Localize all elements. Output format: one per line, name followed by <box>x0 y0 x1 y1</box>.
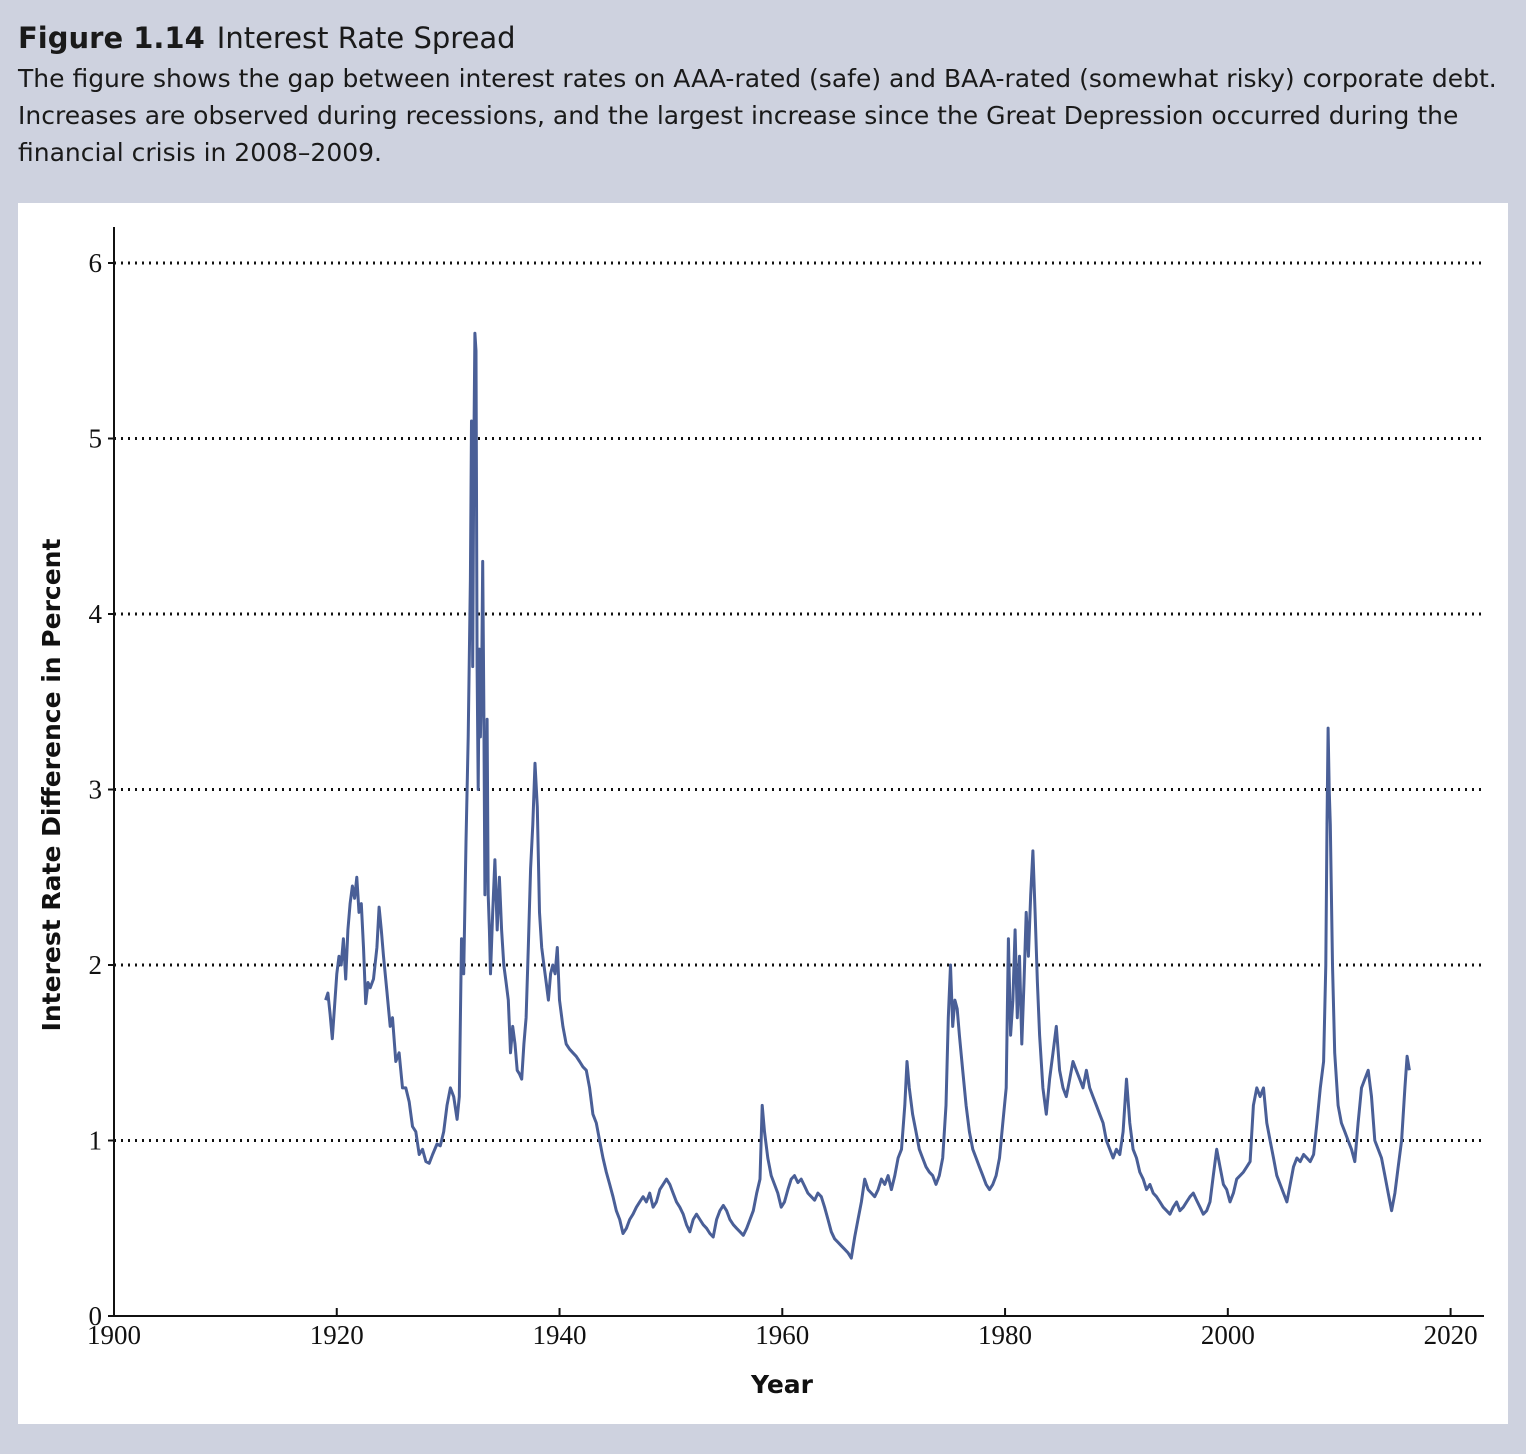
x-ticks: 1900 1920 1940 1960 1980 2000 2020 <box>87 1308 1478 1350</box>
y-tick-label: 2 <box>89 950 103 980</box>
y-tick-label: 1 <box>89 1126 103 1156</box>
figure-caption: The figure shows the gap between interes… <box>18 64 1497 167</box>
x-tick-label: 1920 <box>310 1320 364 1350</box>
y-axis-title: Interest Rate Difference in Percent <box>37 539 66 1032</box>
spread-series-line <box>324 331 1411 1260</box>
x-tick-label: 1960 <box>755 1320 809 1350</box>
x-tick-label: 1940 <box>533 1320 587 1350</box>
y-tick-label: 4 <box>89 599 103 629</box>
y-tick-label: 3 <box>89 775 103 805</box>
figure-title: Interest Rate Spread <box>216 21 516 55</box>
x-tick-label: 2020 <box>1424 1320 1478 1350</box>
x-tick-label: 1980 <box>978 1320 1032 1350</box>
x-tick-label: 2000 <box>1201 1320 1255 1350</box>
chart-axes <box>113 227 1484 1317</box>
x-axis-title: Year <box>750 1370 814 1399</box>
grid-lines <box>114 261 1484 1142</box>
line-chart: 0 1 2 3 4 5 6 1900 1920 1940 1960 1980 2000 2020 Yea… <box>37 227 1484 1399</box>
y-tick-label: 5 <box>89 424 103 454</box>
figure-title-line: Figure 1.14 Interest Rate Spread <box>18 18 1508 58</box>
figure-label: Figure 1.14 <box>18 21 205 55</box>
y-tick-label: 6 <box>89 248 103 278</box>
chart-panel: 0 1 2 3 4 5 6 1900 1920 1940 1960 1980 2000 2020 Yea… <box>18 203 1508 1424</box>
x-tick-label: 1900 <box>87 1320 141 1350</box>
figure-header: Figure 1.14 Interest Rate Spread The figu… <box>18 18 1508 171</box>
y-ticks: 0 1 2 3 4 5 6 <box>89 248 114 1331</box>
y-tick-label: 0 <box>89 1301 103 1331</box>
